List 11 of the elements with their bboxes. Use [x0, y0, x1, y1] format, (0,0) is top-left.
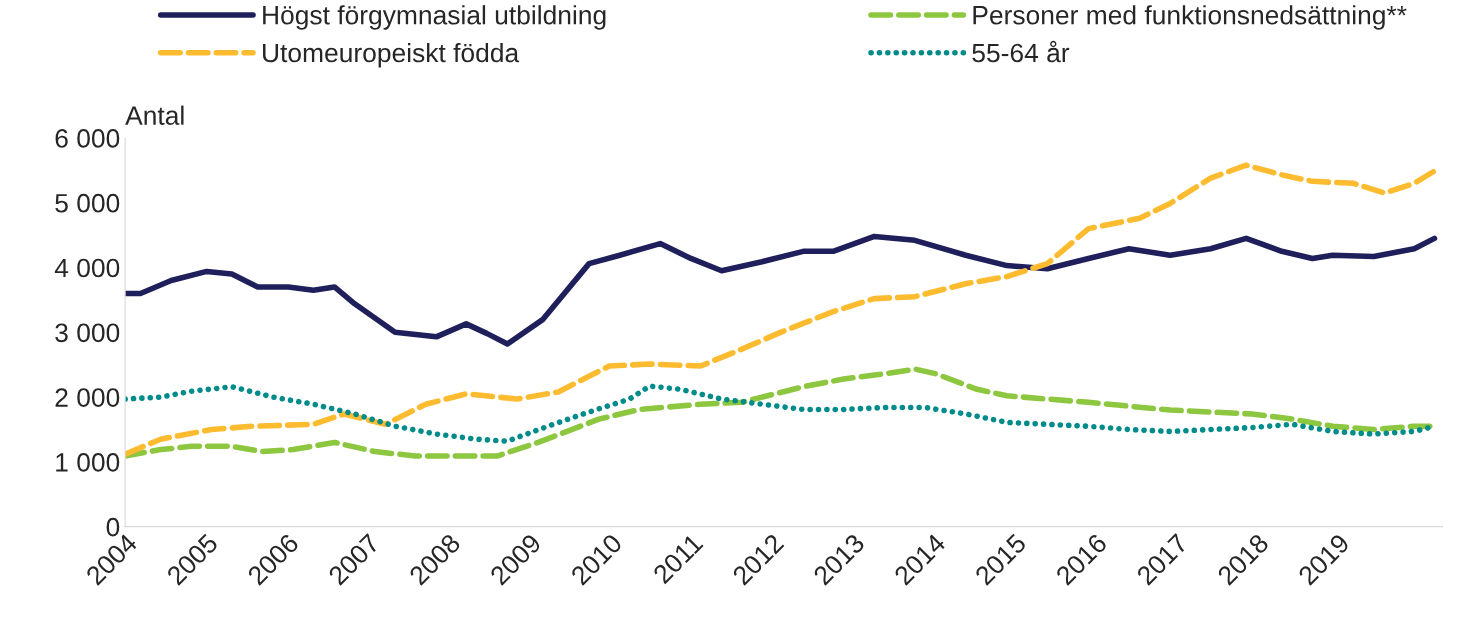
legend-label: Högst förgymnasial utbildning	[263, 5, 606, 30]
legend-label: Utomeuropeiskt födda	[263, 42, 520, 68]
legend-label: 55-64 år	[972, 40, 1070, 63]
y-tick-label: 5 000	[55, 193, 120, 213]
legend-label: Personer med funktionsnedsättning**	[973, 5, 1407, 30]
y-tick-label: 2 000	[55, 388, 120, 407]
y-tick-label: 1 000	[56, 453, 120, 472]
y-tick-label: 3 000	[55, 323, 120, 343]
y-axis-title: Antal	[125, 105, 184, 125]
y-tick-label: 4 000	[54, 258, 120, 278]
y-tick-label: 6 000	[55, 129, 120, 148]
